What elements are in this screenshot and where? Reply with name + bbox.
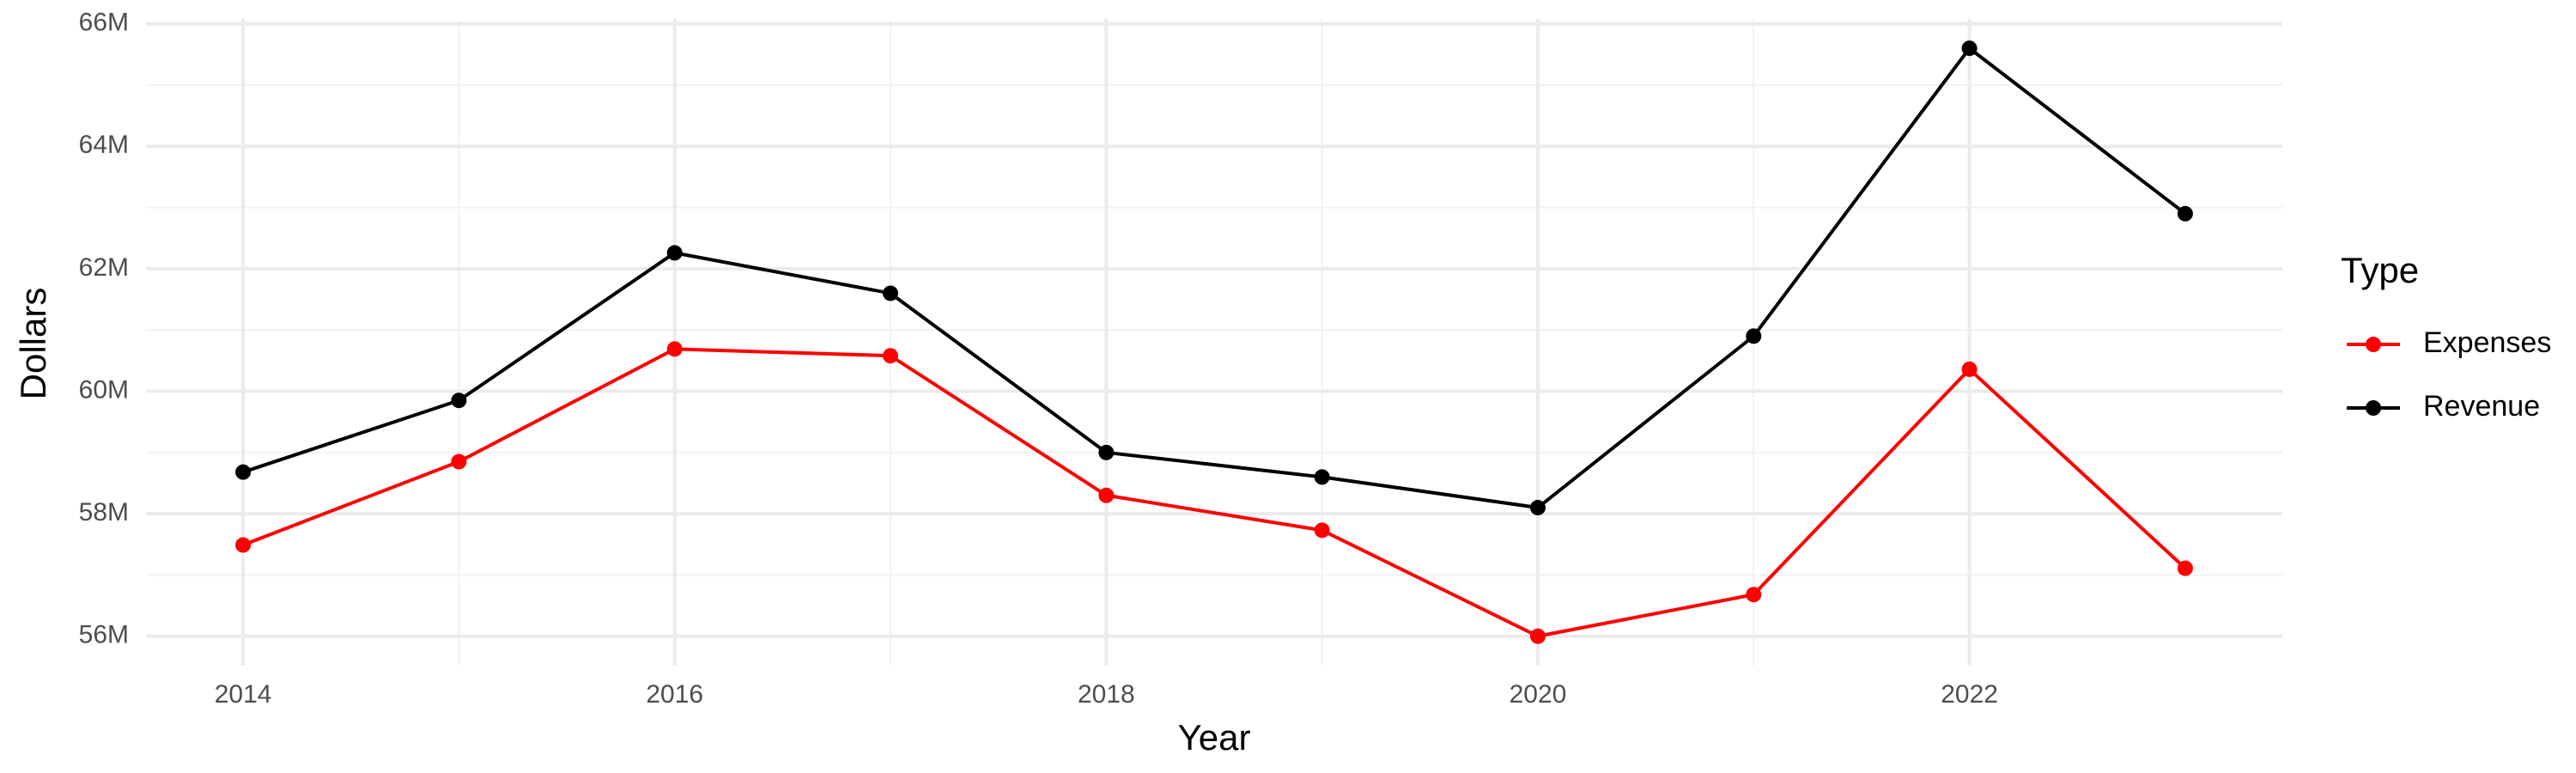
data-point bbox=[1529, 500, 1546, 516]
data-point bbox=[451, 453, 467, 470]
y-tick-label: 58M bbox=[79, 498, 129, 526]
y-axis-title: Dollars bbox=[13, 288, 53, 400]
data-point bbox=[1961, 40, 1978, 57]
x-tick-label: 2022 bbox=[1941, 680, 1998, 709]
x-tick-label: 2014 bbox=[215, 680, 272, 709]
data-point bbox=[1746, 328, 1762, 344]
y-tick-label: 64M bbox=[79, 131, 129, 159]
y-tick-label: 60M bbox=[79, 375, 129, 404]
data-point bbox=[666, 341, 683, 357]
legend-title: Type bbox=[2341, 250, 2419, 290]
data-point bbox=[2177, 560, 2193, 576]
y-tick-label: 62M bbox=[79, 253, 129, 282]
x-tick-label: 2018 bbox=[1078, 680, 1135, 709]
data-point bbox=[1961, 361, 1978, 377]
x-tick-label: 2020 bbox=[1510, 680, 1567, 709]
data-point bbox=[1529, 628, 1546, 644]
y-tick-label: 56M bbox=[79, 621, 129, 649]
legend-item: Expenses bbox=[2347, 326, 2551, 359]
x-axis-title: Year bbox=[1178, 717, 1251, 758]
data-point bbox=[1314, 522, 1330, 539]
legend-label: Expenses bbox=[2423, 326, 2551, 359]
data-point bbox=[235, 537, 252, 553]
data-point bbox=[235, 464, 252, 480]
data-point bbox=[1098, 444, 1115, 460]
grid bbox=[146, 19, 2282, 666]
data-point bbox=[451, 393, 467, 409]
legend-label: Revenue bbox=[2423, 390, 2540, 423]
data-point bbox=[2177, 205, 2193, 222]
series-line bbox=[242, 46, 2187, 510]
data-point bbox=[883, 285, 899, 301]
legend-swatch-point bbox=[2366, 337, 2381, 352]
data-point bbox=[883, 348, 899, 364]
legend-item: Revenue bbox=[2347, 390, 2540, 423]
data-point bbox=[666, 245, 683, 261]
data-point bbox=[1746, 587, 1762, 603]
x-tick-label: 2016 bbox=[646, 680, 703, 709]
data-point bbox=[1098, 487, 1115, 503]
series-line bbox=[242, 347, 2187, 638]
y-tick-label: 66M bbox=[79, 9, 129, 37]
data-point bbox=[1314, 469, 1330, 485]
legend-swatch-point bbox=[2366, 400, 2381, 416]
